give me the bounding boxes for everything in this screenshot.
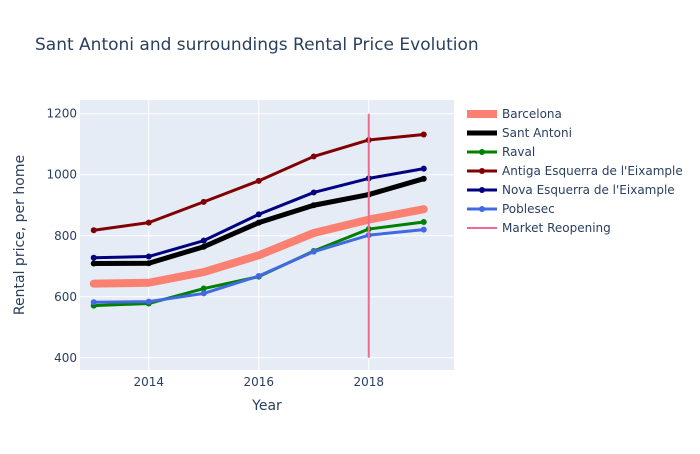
legend-label: Raval [502,145,535,159]
legend-item-nova-esquerra-de-l-eixample[interactable]: Nova Esquerra de l'Eixample [467,183,675,197]
data-point-antiga-esquerra-de-l-eixample[interactable] [200,198,207,205]
legend-label: Antiga Esquerra de l'Eixample [502,164,683,178]
plot-area [80,100,454,370]
data-point-poblesec[interactable] [145,298,152,305]
y-tick-label: 800 [54,229,77,243]
data-point-raval[interactable] [200,285,207,292]
data-point-sant-antoni[interactable] [420,175,427,182]
data-point-sant-antoni[interactable] [200,243,207,250]
data-point-nova-esquerra-de-l-eixample[interactable] [90,254,97,261]
y-tick-label: 600 [54,290,77,304]
legend-label: Poblesec [502,202,555,216]
data-point-antiga-esquerra-de-l-eixample[interactable] [90,227,97,234]
data-point-poblesec[interactable] [90,299,97,306]
data-point-raval[interactable] [420,219,427,226]
data-point-sant-antoni[interactable] [90,260,97,267]
data-point-poblesec[interactable] [200,290,207,297]
data-point-barcelona[interactable] [310,230,317,237]
data-point-sant-antoni[interactable] [310,202,317,209]
legend-item-poblesec[interactable]: Poblesec [467,202,555,216]
y-axis-label: Rental price, per home [12,155,28,315]
legend-item-raval[interactable]: Raval [467,145,535,159]
data-point-antiga-esquerra-de-l-eixample[interactable] [255,177,262,184]
data-point-nova-esquerra-de-l-eixample[interactable] [255,211,262,218]
y-tick-label: 1000 [46,168,77,182]
x-tick-label: 2014 [133,375,164,389]
data-point-antiga-esquerra-de-l-eixample[interactable] [145,219,152,226]
x-tick-label: 2018 [353,375,384,389]
legend-item-antiga-esquerra-de-l-eixample[interactable]: Antiga Esquerra de l'Eixample [467,164,683,178]
legend-item-sant-antoni[interactable]: Sant Antoni [467,126,572,140]
data-point-barcelona[interactable] [255,252,262,259]
data-point-nova-esquerra-de-l-eixample[interactable] [200,237,207,244]
data-point-poblesec[interactable] [420,226,427,233]
legend[interactable]: Barcelona Sant Antoni Raval Antiga Esquerra… [467,107,683,235]
data-point-antiga-esquerra-de-l-eixample[interactable] [310,153,317,160]
data-point-sant-antoni[interactable] [145,260,152,267]
y-tick-label: 1200 [46,107,77,121]
data-point-sant-antoni[interactable] [255,219,262,226]
y-tick-label: 400 [54,351,77,365]
x-tick-label: 2016 [243,375,274,389]
legend-marker [479,149,485,155]
legend-label: Market Reopening [502,221,611,235]
data-point-nova-esquerra-de-l-eixample[interactable] [145,253,152,260]
data-point-nova-esquerra-de-l-eixample[interactable] [310,189,317,196]
data-point-nova-esquerra-de-l-eixample[interactable] [420,165,427,172]
data-point-poblesec[interactable] [310,248,317,255]
legend-marker [479,168,485,174]
x-axis-label: Year [251,398,282,414]
legend-label: Barcelona [502,107,562,121]
legend-item-market-reopening[interactable]: Market Reopening [467,221,611,235]
data-point-poblesec[interactable] [255,273,262,280]
data-point-barcelona[interactable] [420,206,427,213]
data-point-barcelona[interactable] [90,280,97,287]
data-point-barcelona[interactable] [200,269,207,276]
legend-label: Nova Esquerra de l'Eixample [502,183,675,197]
legend-label: Sant Antoni [502,126,572,140]
axis-ticks: 2014 2016 2018 400 600 800 1000 1200 [46,107,384,389]
data-point-antiga-esquerra-de-l-eixample[interactable] [420,131,427,138]
legend-marker [479,206,485,212]
data-point-barcelona[interactable] [145,279,152,286]
chart-title: Sant Antoni and surroundings Rental Pric… [35,35,479,55]
legend-item-barcelona[interactable]: Barcelona [467,107,562,121]
legend-marker [479,187,485,193]
